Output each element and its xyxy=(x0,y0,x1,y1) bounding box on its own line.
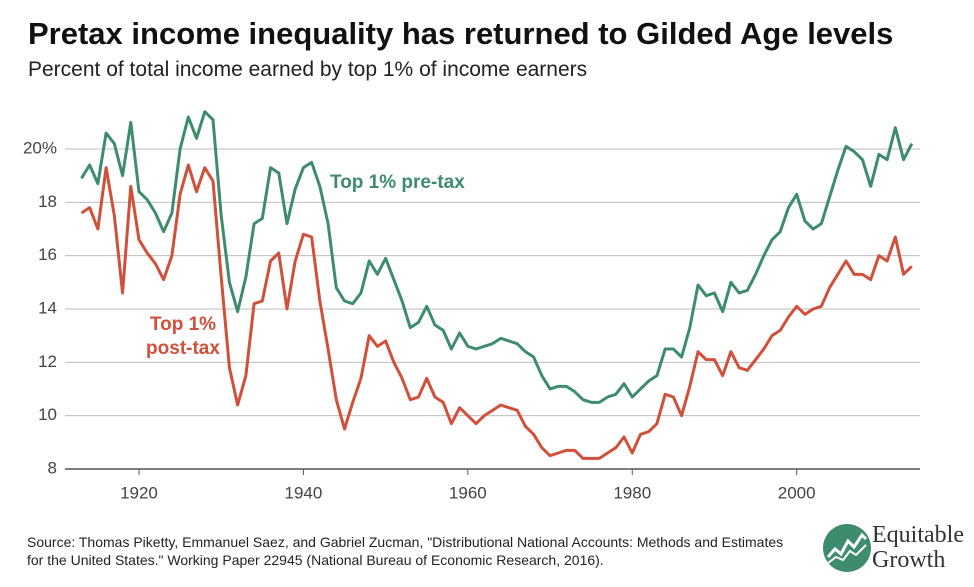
chart-subtitle: Percent of total income earned by top 1%… xyxy=(28,58,588,81)
source-note: Source: Thomas Piketty, Emmanuel Saez, a… xyxy=(27,534,784,568)
series-line xyxy=(80,163,913,460)
y-tick-label: 12 xyxy=(38,352,57,371)
x-tick-label: 1940 xyxy=(284,483,322,502)
y-tick-label: 14 xyxy=(38,298,57,317)
y-tick-label: 20% xyxy=(23,138,57,157)
y-tick-label: 10 xyxy=(38,405,57,424)
series-line xyxy=(80,110,914,404)
logo-icon xyxy=(823,524,871,572)
x-tick-label: 1980 xyxy=(613,483,651,502)
y-tick-label: 16 xyxy=(38,245,57,264)
series-label: Top 1% pre-tax xyxy=(330,172,465,193)
logo-line: Growth xyxy=(872,547,946,573)
x-tick-label: 2000 xyxy=(778,483,816,502)
chart-title: Pretax income inequality has returned to… xyxy=(28,16,894,51)
x-tick-label: 1920 xyxy=(120,483,158,502)
y-tick-label: 8 xyxy=(48,458,57,477)
logo-line: Equitable xyxy=(872,522,964,548)
logo-text: Equitable Growth xyxy=(872,523,964,573)
y-tick-label: 18 xyxy=(38,192,57,211)
series-label: Top 1% post-tax xyxy=(146,314,220,359)
x-tick-label: 1960 xyxy=(449,483,487,502)
